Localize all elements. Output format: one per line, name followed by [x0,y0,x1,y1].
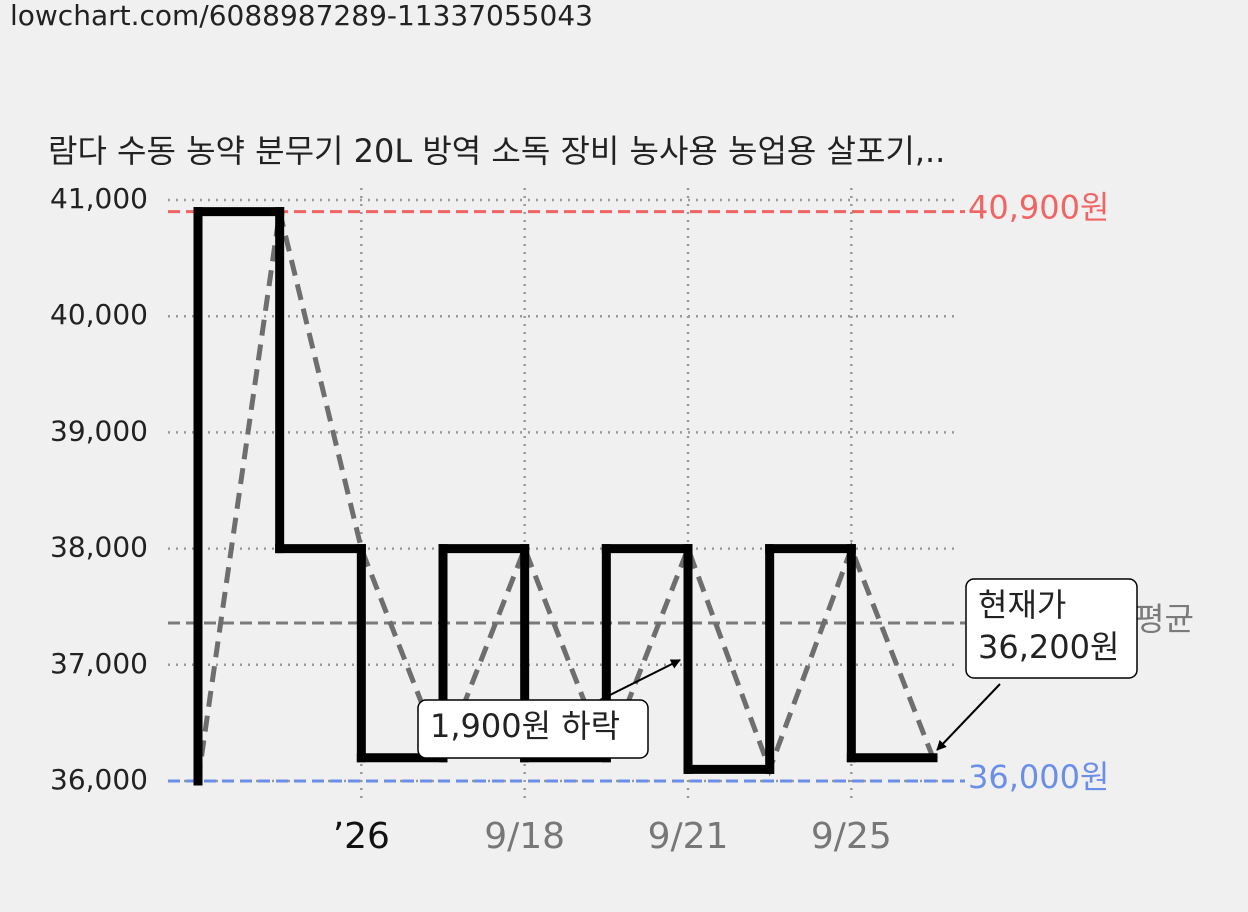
x-tick-label: 9/18 [484,816,565,857]
annotation-text: 현재가 [978,586,1066,624]
x-tick-label: ’26 [333,816,390,857]
trend-line [195,211,936,782]
y-tick-label: 39,000 [50,414,148,447]
annotation-text: 36,200원 [978,628,1119,666]
y-tick-label: 36,000 [50,763,148,796]
chart-title: 람다 수동 농약 분무기 20L 방역 소독 장비 농사용 농업용 살포기,.. [48,132,945,170]
annotation-box [965,578,1138,679]
reference-label: 36,000원 [968,758,1109,796]
url: lowchart.com/6088987289-11337055043 [10,0,593,32]
y-tick-label: 38,000 [50,531,148,564]
annotation-box [417,699,649,759]
annotation-text: 1,900원 하락 [430,707,620,745]
x-tick-label: 9/25 [811,816,892,857]
annotation-arrow [599,659,681,701]
reference-label: 40,900원 [968,189,1109,227]
x-tick-label: 9/21 [648,816,729,857]
reference-label: 평균 [1135,600,1194,638]
annotation-arrow [936,683,1001,751]
y-tick-label: 40,000 [50,298,148,331]
y-tick-label: 37,000 [50,647,148,680]
y-tick-label: 41,000 [50,182,148,215]
